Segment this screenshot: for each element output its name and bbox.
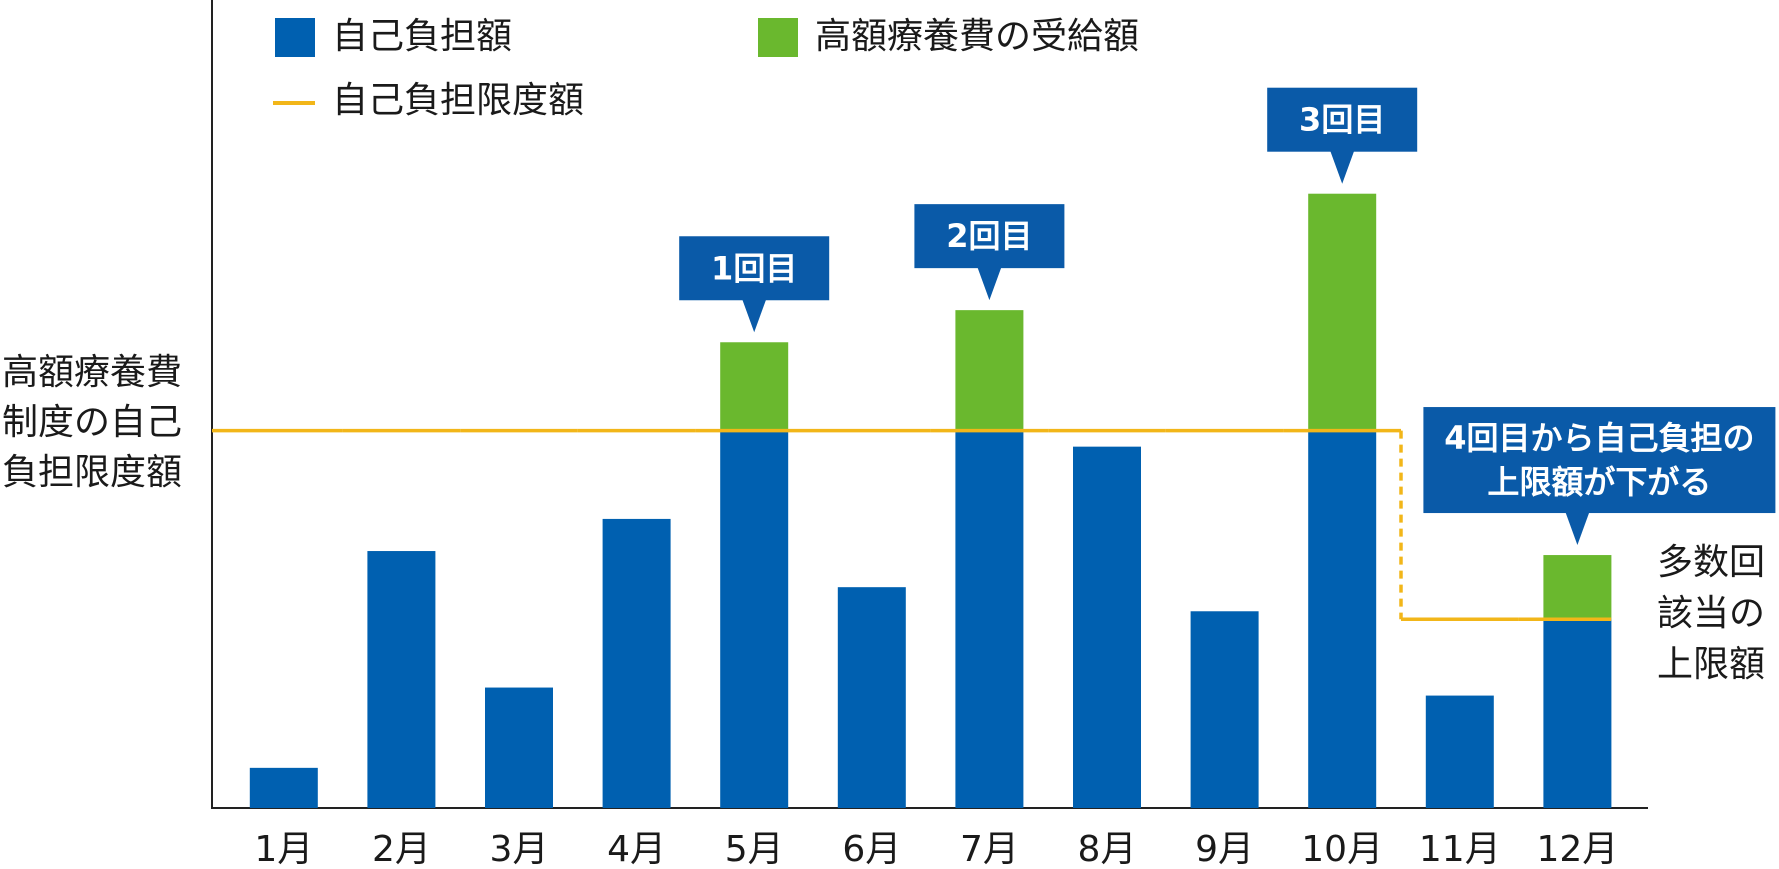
bar [837, 587, 906, 808]
right-label: 該当の [1657, 593, 1765, 634]
x-tick-label: 10月 [1301, 829, 1383, 869]
left-label: 高額療養費 [2, 352, 182, 393]
legend-label: 自己負担限度額 [332, 80, 584, 121]
bar [1543, 619, 1612, 808]
legend-label: 高額療養費の受給額 [815, 16, 1139, 57]
callout-text: 4回目から自己負担の [1444, 419, 1754, 457]
x-tick-label: 1月 [254, 829, 313, 869]
x-tick-label: 9月 [1195, 829, 1254, 869]
callout-text: 3回目 [1299, 101, 1385, 139]
callout-pointer [977, 267, 1002, 301]
x-tick-label: 2月 [372, 829, 431, 869]
left-label: 制度の自己 [2, 402, 182, 443]
bar [720, 342, 789, 431]
left-label: 負担限度額 [2, 452, 182, 493]
x-tick-label: 5月 [725, 829, 784, 869]
callout-text: 上限額が下がる [1487, 463, 1711, 501]
legend-swatch [758, 18, 798, 57]
bar [955, 310, 1024, 431]
right-label: 上限額 [1657, 644, 1765, 685]
x-tick-label: 3月 [490, 829, 549, 869]
bar [1308, 430, 1377, 808]
bar [485, 687, 553, 808]
callout-text: 1回目 [711, 249, 797, 287]
callout-text: 2回目 [946, 217, 1032, 255]
legend-label: 自己負担額 [332, 16, 512, 57]
bar [1073, 446, 1141, 808]
bar [1308, 193, 1377, 431]
bar [1190, 611, 1259, 808]
bar [1425, 695, 1494, 808]
bar [1543, 555, 1612, 620]
bar [720, 430, 789, 808]
bar [602, 518, 671, 808]
callout-box [1267, 87, 1418, 152]
callout-box [679, 236, 830, 301]
x-tick-label: 8月 [1078, 829, 1137, 869]
legend-swatch [275, 18, 315, 57]
x-tick-label: 11月 [1419, 829, 1501, 869]
x-tick-label: 12月 [1536, 829, 1618, 869]
callout-box [1423, 407, 1776, 514]
right-label: 多数回 [1657, 542, 1765, 583]
bar [367, 551, 436, 808]
callout-box [914, 204, 1065, 269]
bar [955, 430, 1024, 808]
callout-pointer [1330, 150, 1355, 184]
callout-pointer [1565, 512, 1590, 546]
x-tick-label: 4月 [607, 829, 666, 869]
callout-pointer [742, 299, 767, 333]
bar [249, 767, 318, 808]
x-tick-label: 6月 [842, 829, 901, 869]
x-tick-label: 7月 [960, 829, 1019, 869]
